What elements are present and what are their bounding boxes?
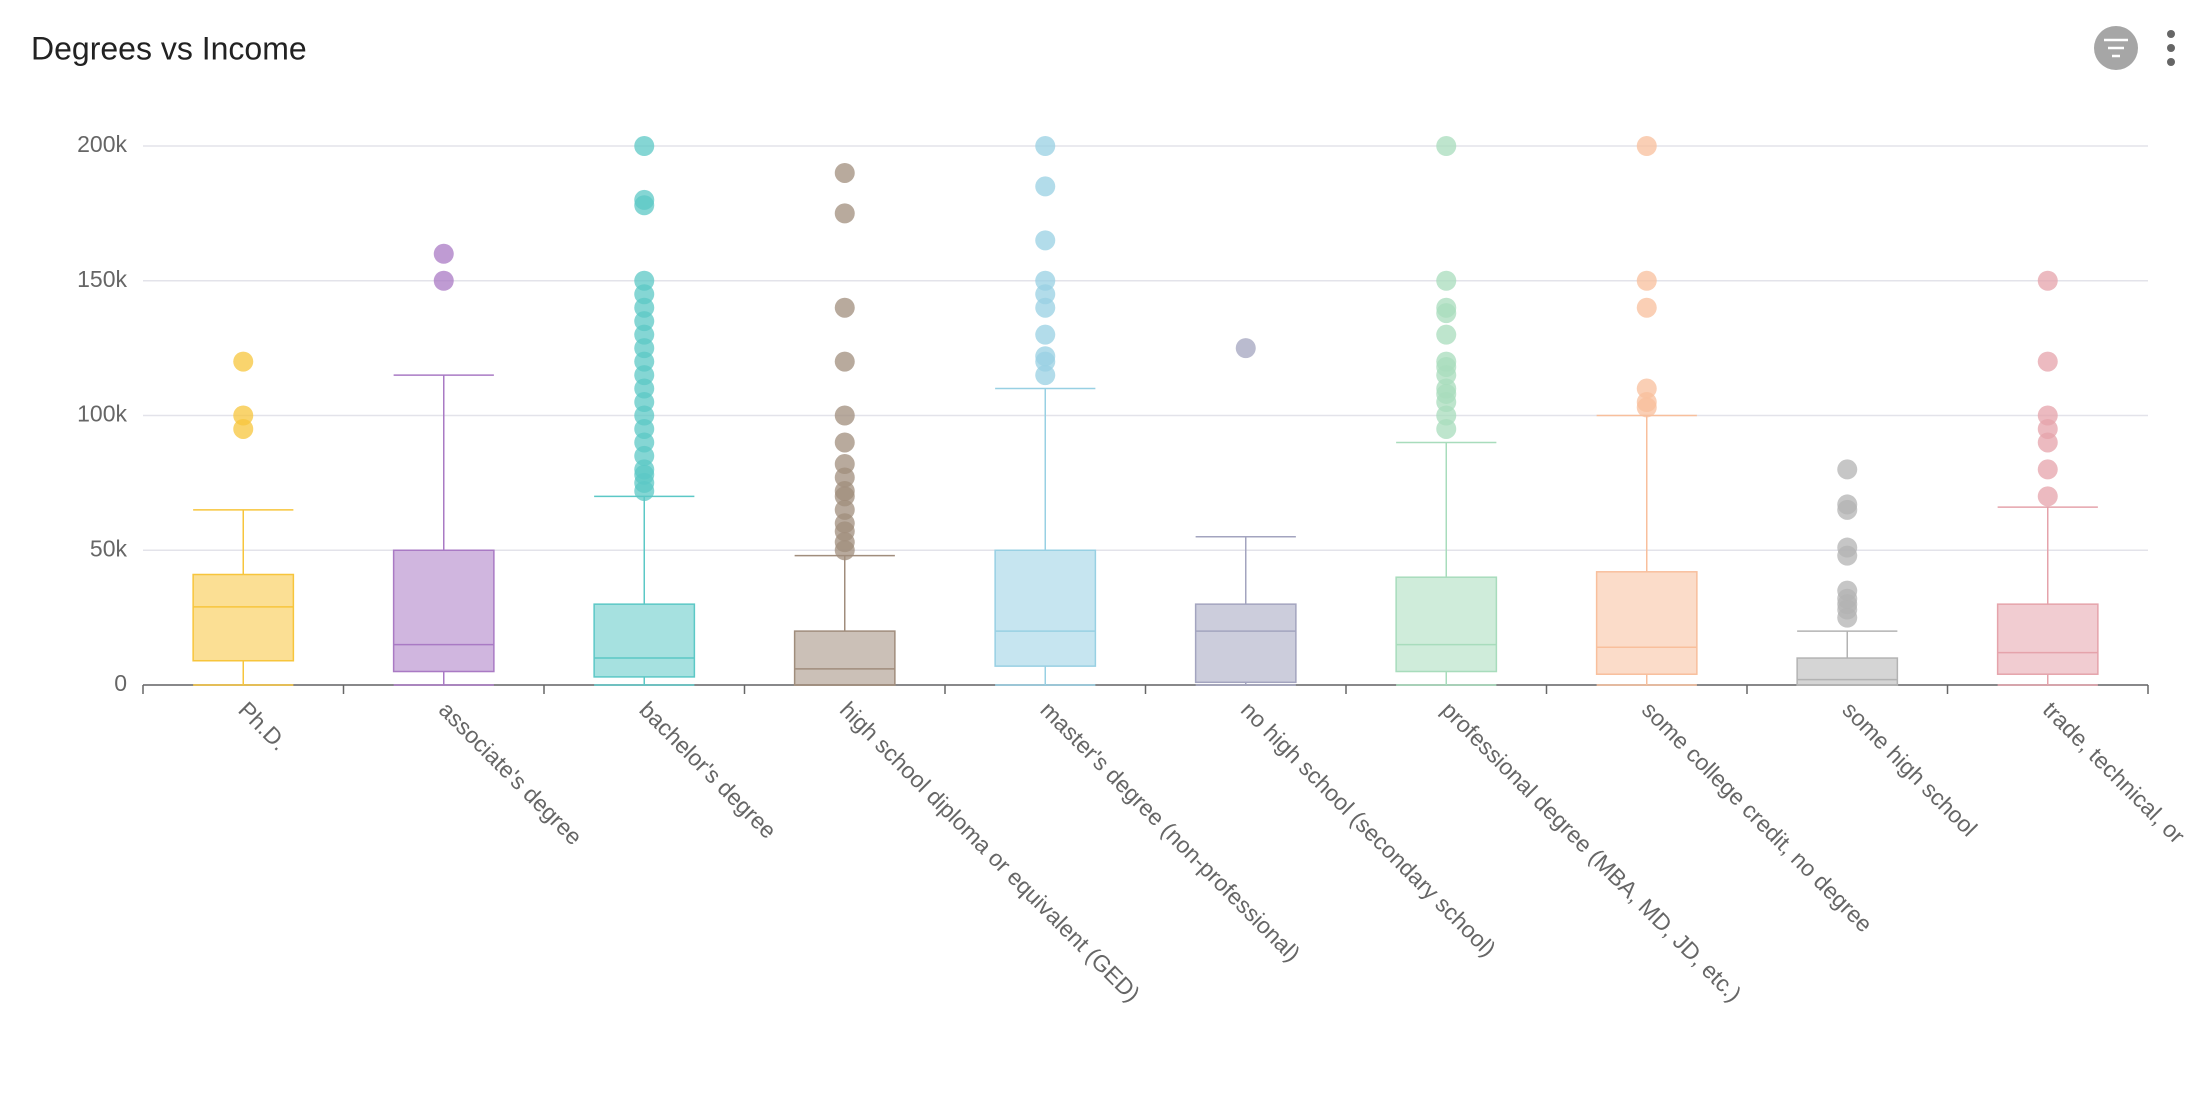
menu-dot bbox=[2167, 44, 2175, 52]
outlier bbox=[1035, 346, 1056, 367]
outlier bbox=[1636, 297, 1657, 318]
box bbox=[1595, 571, 1698, 675]
outlier bbox=[1235, 338, 1256, 359]
outlier bbox=[1837, 580, 1858, 601]
more-menu[interactable] bbox=[2167, 30, 2175, 66]
outlier bbox=[2037, 405, 2058, 426]
outlier bbox=[1636, 136, 1657, 156]
menu-dot bbox=[2167, 58, 2175, 66]
x-tick-label: bachelor's degree bbox=[634, 696, 781, 843]
box bbox=[593, 603, 696, 678]
outlier bbox=[1035, 270, 1056, 291]
outlier bbox=[233, 418, 254, 439]
box bbox=[192, 573, 295, 662]
outlier bbox=[834, 351, 855, 372]
outlier bbox=[2037, 459, 2058, 480]
outlier bbox=[834, 405, 855, 426]
outlier bbox=[233, 351, 254, 372]
outlier bbox=[1436, 324, 1457, 345]
outlier bbox=[1436, 351, 1457, 372]
outlier bbox=[1636, 270, 1657, 291]
outlier bbox=[1636, 378, 1657, 399]
box bbox=[1796, 657, 1899, 686]
outlier bbox=[1436, 270, 1457, 291]
x-tick-label: some high school bbox=[1837, 696, 1982, 841]
outlier bbox=[433, 270, 454, 291]
outlier bbox=[1035, 324, 1056, 345]
outlier bbox=[1035, 136, 1056, 156]
outlier bbox=[834, 297, 855, 318]
x-tick-label: associate's degree bbox=[434, 696, 587, 849]
outlier bbox=[1035, 230, 1056, 251]
outlier bbox=[2037, 486, 2058, 507]
outlier bbox=[634, 270, 655, 291]
outlier bbox=[834, 162, 855, 183]
outlier bbox=[433, 243, 454, 264]
chart-title: Degrees vs Income bbox=[31, 30, 307, 66]
x-tick-label: some college credit, no degree bbox=[1637, 696, 1878, 937]
outlier bbox=[634, 189, 655, 210]
outlier bbox=[834, 432, 855, 453]
outlier bbox=[834, 454, 855, 475]
outlier bbox=[2037, 270, 2058, 291]
y-tick-label: 200k bbox=[77, 131, 127, 157]
filter-button[interactable] bbox=[2094, 26, 2138, 70]
outlier bbox=[2037, 351, 2058, 372]
box bbox=[1194, 603, 1297, 684]
box bbox=[1395, 576, 1498, 673]
outlier bbox=[1837, 537, 1858, 558]
box bbox=[1996, 603, 2099, 675]
outlier bbox=[1436, 136, 1457, 156]
x-tick-label: Ph.D. bbox=[233, 696, 292, 755]
box bbox=[994, 549, 1097, 667]
outlier bbox=[634, 136, 655, 156]
menu-dot bbox=[2167, 30, 2175, 38]
outlier bbox=[1837, 459, 1858, 480]
y-tick-label: 150k bbox=[77, 266, 127, 292]
x-tick-label: trade, technical, or bbox=[2038, 696, 2188, 848]
outlier bbox=[1436, 297, 1457, 318]
y-tick-label: 50k bbox=[90, 535, 128, 561]
outlier bbox=[1837, 494, 1858, 515]
y-tick-label: 100k bbox=[77, 401, 127, 427]
box bbox=[793, 630, 896, 686]
outlier bbox=[1035, 176, 1056, 197]
y-tick-label: 0 bbox=[114, 670, 127, 696]
box bbox=[392, 549, 495, 673]
outlier bbox=[834, 203, 855, 224]
